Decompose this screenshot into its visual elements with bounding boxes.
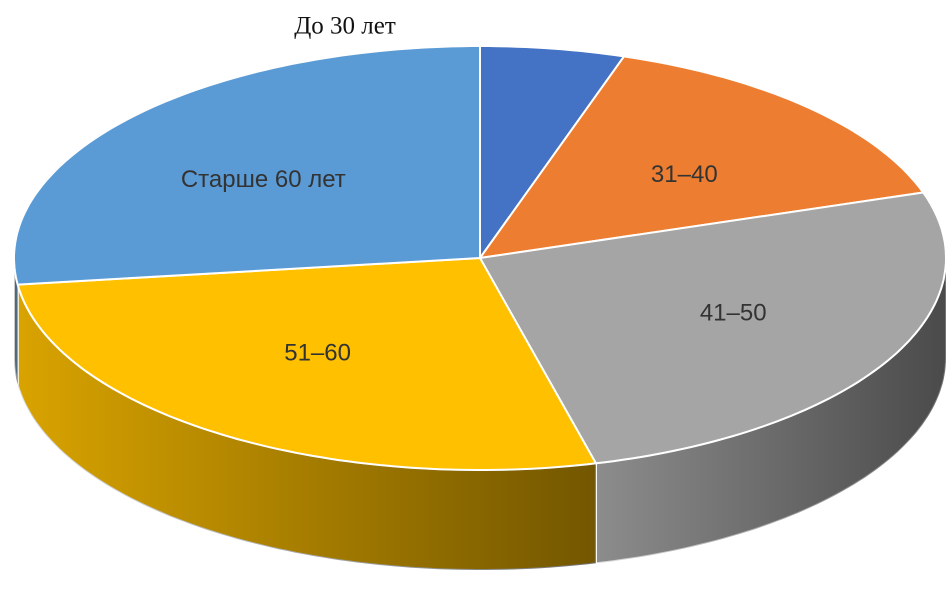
slice-label: Старше 60 лет (181, 166, 346, 193)
slice-label: 51–60 (284, 340, 351, 367)
slice (16, 256, 598, 471)
slice-side-shade (17, 284, 596, 570)
slice (478, 191, 947, 465)
slice (479, 45, 626, 262)
slice (477, 55, 925, 260)
slice-side-shade (595, 258, 946, 564)
slice-label: 31–40 (651, 161, 718, 188)
slice-label: 41–50 (700, 300, 767, 327)
slice-side-shade (14, 258, 18, 385)
slice (13, 45, 481, 286)
slice-label: До 30 лет (294, 13, 396, 40)
